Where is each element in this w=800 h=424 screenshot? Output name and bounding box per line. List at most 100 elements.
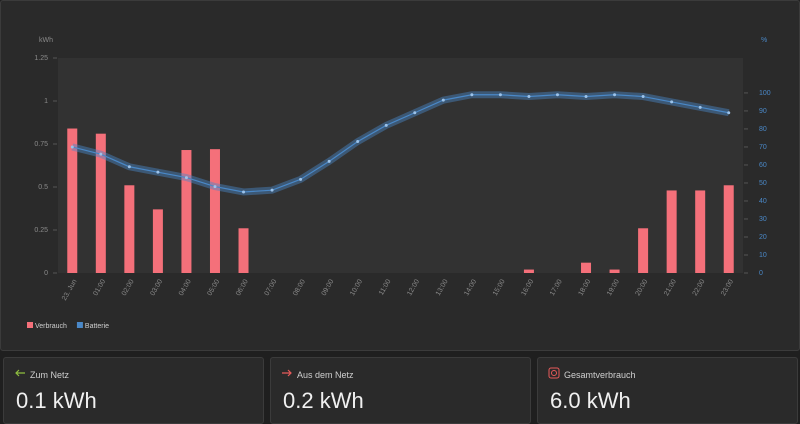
card-value: 6.0 kWh [550, 388, 631, 413]
y-unit: kWh [39, 37, 53, 44]
line [72, 94, 729, 193]
line-point [356, 140, 360, 144]
chart-panel: kWh % 0 0.25 0.5 0.75 1 1.25 0 10 20 30 40 50 60 70 80… [0, 0, 800, 351]
y2-tick-label: 40 [759, 198, 767, 205]
x-tick-label: 02:00 [121, 278, 136, 297]
y2-tick-label: 10 [759, 252, 767, 259]
line-point [127, 165, 131, 169]
bar [124, 185, 135, 273]
line-point [99, 152, 103, 156]
line-point [698, 105, 702, 109]
x-tick-label: 19:00 [606, 278, 621, 297]
y2-tick-label: 30 [759, 216, 767, 223]
line-point [413, 111, 417, 115]
x-tick-label: 11:00 [378, 278, 393, 296]
y2-unit: % [761, 37, 767, 44]
y2-tick-label: 60 [759, 162, 767, 169]
bar [181, 150, 192, 273]
x-tick-label: 23:00 [720, 278, 735, 297]
legend-swatch [27, 322, 33, 328]
y-tick-label: 0.75 [34, 141, 48, 148]
bar [666, 190, 677, 273]
chart: kWh % 0 0.25 0.5 0.75 1 1.25 0 10 20 30 40 50 60 70 80… [27, 37, 771, 330]
y-tick-label: 0.5 [38, 184, 48, 191]
y2-tick-label: 20 [759, 234, 767, 241]
x-tick-label: 16:00 [520, 278, 535, 297]
line-point [470, 93, 474, 97]
bar [238, 228, 249, 273]
x-tick-label: 18:00 [578, 278, 593, 297]
line-point [441, 98, 445, 102]
plot-area [58, 58, 743, 273]
bar [695, 190, 706, 273]
card-title: Zum Netz [30, 370, 70, 380]
y2-tick-label: 100 [759, 90, 771, 97]
line-point [327, 159, 331, 163]
y-tick-label: 1 [44, 98, 48, 105]
bar [67, 128, 78, 273]
bar [609, 269, 620, 273]
x-tick-label: 05:00 [206, 278, 221, 297]
x-tick-label: 14:00 [463, 278, 478, 297]
card-value: 0.2 kWh [283, 388, 364, 413]
bar [209, 149, 220, 273]
line-point [299, 177, 303, 181]
x-tick-label: 04:00 [178, 278, 193, 297]
legend-label: Verbrauch [35, 323, 67, 330]
line-point [498, 93, 502, 97]
y2-tick-label: 70 [759, 144, 767, 151]
x-tick-label: 03:00 [149, 278, 164, 297]
card-title: Aus dem Netz [297, 370, 354, 380]
x-tick-label: 15:00 [492, 278, 507, 297]
consumption-icon [548, 367, 560, 379]
bar [523, 269, 534, 273]
line-point [527, 95, 531, 99]
x-tick-label: 17:00 [549, 278, 564, 297]
x-tick-label: 13:00 [435, 278, 450, 297]
line-point [184, 176, 188, 180]
card-value: 0.1 kWh [16, 388, 97, 413]
x-tick-label: 21:00 [663, 278, 678, 297]
arrow-right-icon [282, 369, 292, 377]
line-point [213, 185, 217, 189]
y-tick-label: 0 [44, 270, 48, 277]
line-point [584, 95, 588, 99]
legend-label: Batterie [85, 323, 109, 330]
y2-tick-label: 50 [759, 180, 767, 187]
legend-swatch [76, 322, 83, 328]
x-tick-label: 07:00 [264, 278, 279, 297]
card-title: Gesamtverbrauch [564, 370, 636, 380]
line-point [555, 93, 559, 97]
y2-tick-label: 0 [759, 270, 763, 277]
line-point [270, 188, 274, 192]
y2-tick-label: 80 [759, 126, 767, 133]
x-tick-label: 23. Jun [61, 278, 79, 301]
x-tick-label: 06:00 [235, 278, 250, 297]
bar [581, 262, 592, 273]
line-point [242, 190, 246, 194]
line-point [156, 170, 160, 174]
x-tick-label: 22:00 [692, 278, 707, 297]
bar [152, 209, 163, 273]
x-tick-label: 09:00 [321, 278, 336, 297]
line-point [70, 145, 74, 149]
line-point [641, 95, 645, 99]
line-point [613, 93, 617, 97]
bar [723, 185, 734, 273]
y-tick-label: 1.25 [34, 55, 48, 62]
x-tick-label: 20:00 [635, 278, 650, 297]
card: Gesamtverbrauch 6.0 kWh [537, 357, 798, 424]
card: Zum Netz 0.1 kWh [3, 357, 264, 424]
x-tick-label: 10:00 [349, 278, 364, 297]
x-tick-label: 01:00 [92, 278, 107, 297]
y-tick-label: 0.25 [34, 227, 48, 234]
x-tick-label: 08:00 [292, 278, 307, 297]
line-point [727, 111, 731, 115]
bar [638, 228, 649, 273]
arrow-left-icon [15, 369, 25, 377]
x-tick-label: 12:00 [406, 278, 421, 297]
line-point [384, 123, 388, 127]
bar [95, 133, 106, 273]
line-point [670, 100, 674, 104]
